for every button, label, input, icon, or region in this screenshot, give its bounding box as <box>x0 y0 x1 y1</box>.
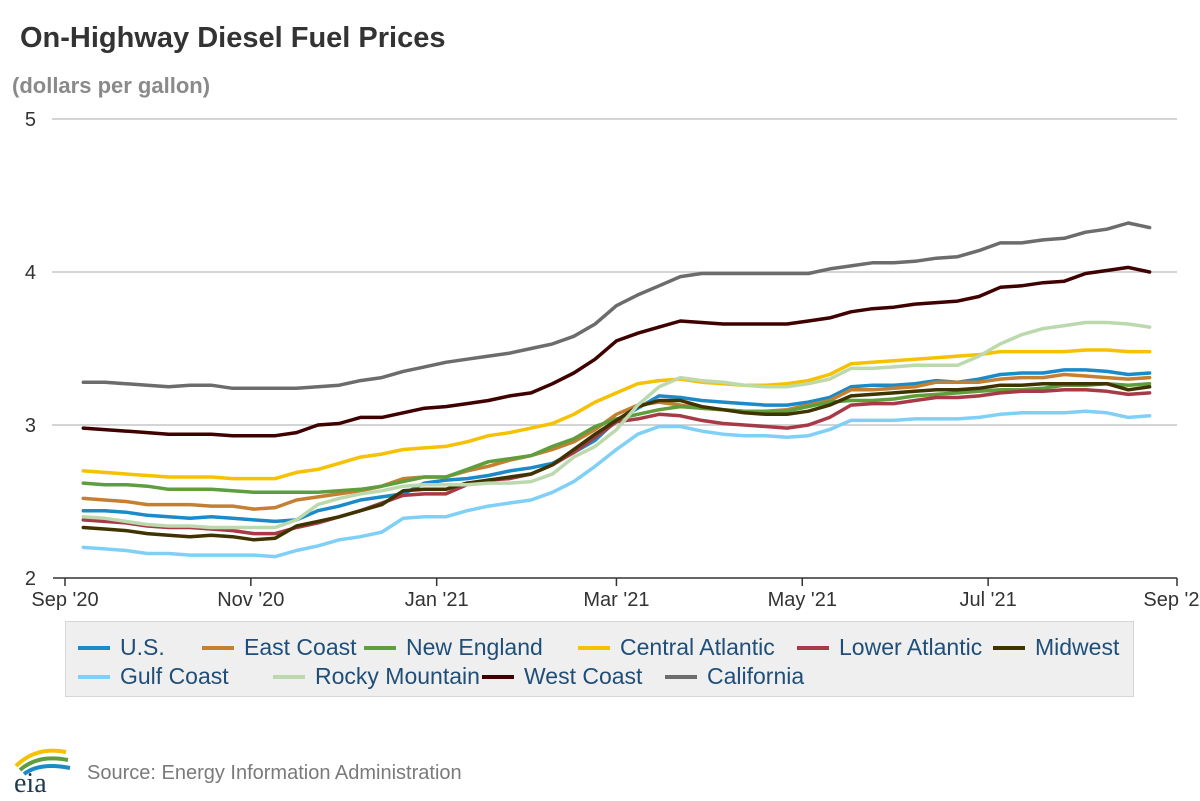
y-tick-label: 5 <box>25 109 36 131</box>
legend-label: U.S. <box>120 634 165 660</box>
legend-item: Lower Atlantic <box>797 634 982 661</box>
y-tick-label: 2 <box>25 568 36 590</box>
legend-label: Central Atlantic <box>620 634 775 660</box>
legend-label: East Coast <box>244 634 357 660</box>
x-tick-label: Nov '20 <box>217 589 284 611</box>
legend-item: Midwest <box>993 634 1119 661</box>
legend-swatch <box>202 645 234 650</box>
legend-label: West Coast <box>524 663 643 689</box>
series-line-new-england <box>81 381 1152 495</box>
chart-subtitle: (dollars per gallon) <box>12 73 211 98</box>
legend-item: Rocky Mountain <box>273 663 480 690</box>
series-line-central-atlantic <box>81 348 1152 481</box>
legend-swatch <box>364 645 396 650</box>
legend-swatch <box>482 674 514 679</box>
x-tick-label: Mar '21 <box>583 589 649 611</box>
y-tick-label: 3 <box>25 415 36 437</box>
line-chart: 2 3 4 5 Sep '20 Nov '20 Jan '21 Mar '21 May '21 J… <box>25 109 1200 611</box>
series-line-rocky-mountain <box>81 320 1152 530</box>
legend-item: West Coast <box>482 663 642 690</box>
chart-title: On-Highway Diesel Fuel Prices <box>20 22 446 54</box>
legend-label: Rocky Mountain <box>315 663 480 689</box>
legend-label: Midwest <box>1035 634 1120 660</box>
legend-swatch <box>78 674 110 679</box>
series-line-west-coast <box>81 265 1152 438</box>
svg-text:eia: eia <box>14 768 47 796</box>
chart-legend: U.S. East Coast New England Central Atlanti… <box>65 621 1134 697</box>
y-tick-label: 4 <box>25 262 36 284</box>
legend-swatch <box>578 645 610 650</box>
series-line-california <box>81 221 1152 391</box>
legend-swatch <box>273 674 305 679</box>
legend-item: New England <box>364 634 543 661</box>
legend-swatch <box>993 645 1025 650</box>
legend-label: Lower Atlantic <box>839 634 983 660</box>
legend-label: New England <box>406 634 543 660</box>
legend-item: Central Atlantic <box>578 634 775 661</box>
legend-swatch <box>78 645 110 650</box>
legend-item: East Coast <box>202 634 357 661</box>
x-tick-label: Jan '21 <box>405 589 469 611</box>
eia-logo-icon: eia <box>8 740 80 801</box>
x-tick-label: Sep '21 <box>1143 589 1200 611</box>
x-tick-label: May '21 <box>768 589 837 611</box>
legend-item: Gulf Coast <box>78 663 229 690</box>
x-tick-label: Sep '20 <box>31 589 98 611</box>
legend-label: California <box>707 663 805 689</box>
x-tick-label: Jul '21 <box>960 589 1017 611</box>
source-note: Source: Energy Information Administratio… <box>87 762 462 784</box>
legend-swatch <box>665 674 697 679</box>
legend-item: U.S. <box>78 634 165 661</box>
legend-swatch <box>797 645 829 650</box>
legend-item: California <box>665 663 804 690</box>
series-line-gulf-coast <box>81 409 1152 559</box>
series-line-east-coast <box>81 372 1152 511</box>
series-line-midwest <box>81 381 1152 542</box>
legend-label: Gulf Coast <box>120 663 229 689</box>
series-line-lower-atlantic <box>81 388 1152 536</box>
